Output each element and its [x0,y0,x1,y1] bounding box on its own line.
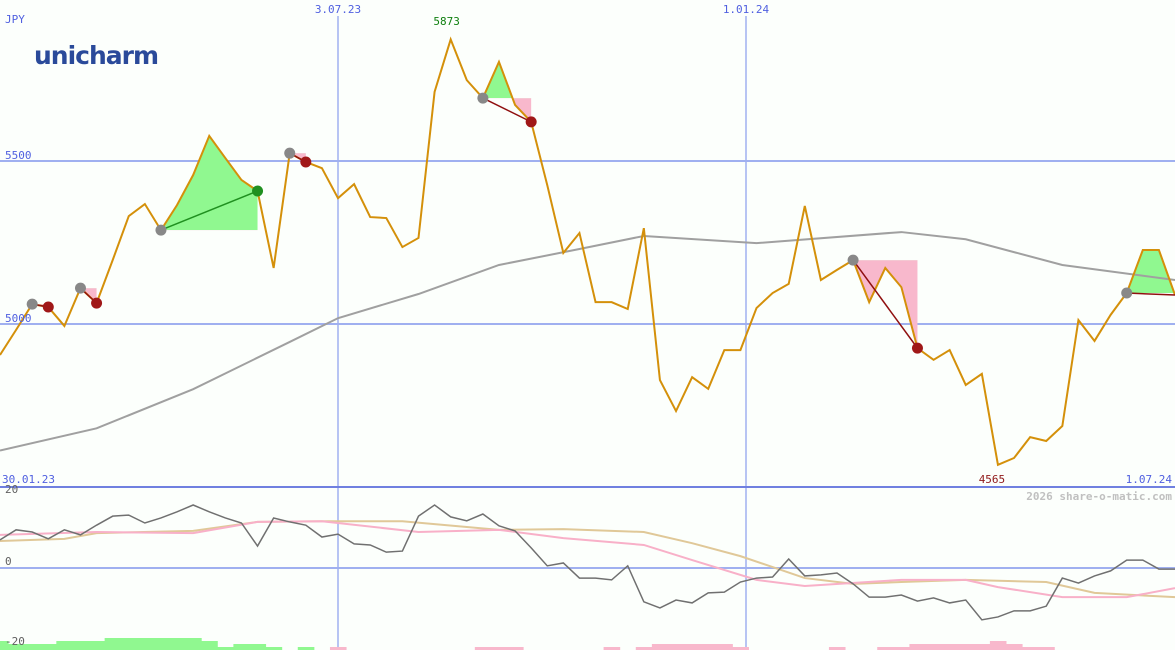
histogram-bar [828,647,846,650]
trade-entry-marker [477,92,489,104]
trade-markers [26,92,1175,354]
histogram-bar [732,647,749,650]
histogram-bar [925,644,943,650]
y-tick-label: 5500 [5,149,32,162]
histogram-bar [909,644,927,650]
high-label: 5873 [433,15,460,28]
trade-entry-marker [847,254,859,266]
histogram-bar [217,647,234,650]
indicator-tick-label: 0 [5,555,12,568]
histogram-bar [667,644,685,650]
trade-line [482,97,532,123]
histogram-bar [973,644,991,650]
histogram-bar [72,641,90,650]
trade-line [852,259,919,349]
histogram-bar [136,638,154,650]
histogram-bar [233,644,250,650]
x-end-label: 1.07.24 [1126,473,1173,486]
trade-entry-marker [1121,287,1133,299]
histogram-bar [88,641,106,650]
histogram-bar [700,644,717,650]
histogram-bar [877,647,894,650]
signal-line-pink [0,520,1175,599]
histogram-bar [635,647,653,650]
histogram-bar [24,644,41,650]
histogram-bar [941,644,959,650]
trade-entry-marker [26,298,38,310]
histogram-bar [474,647,492,650]
grid-lines [0,16,1175,650]
trade-gain-area [160,135,258,231]
histogram-bar [152,638,170,650]
histogram-bar [651,644,669,650]
trade-exit-marker [300,156,312,168]
histogram-bar [716,644,733,650]
series-lines [0,36,1175,467]
y-tick-label: 5000 [5,312,32,325]
indicator-tick-label: -20 [5,635,25,648]
trade-fills [32,61,1175,349]
trade-entry-marker [155,224,167,236]
histogram-bar [957,644,975,650]
x-tick-label: 3.07.23 [315,3,361,16]
currency-label: JPY [5,13,25,26]
company-logo: unicharm [34,41,158,70]
trade-entry-marker [74,282,86,294]
moving-average-line [0,231,1175,452]
histogram-bar [8,644,25,650]
indicator-panel [0,504,1175,650]
histogram-bar [265,647,283,650]
histogram-bar [1038,647,1055,650]
trade-exit-marker [911,342,923,354]
histogram-bar [490,647,508,650]
histogram-bar [120,638,138,650]
histogram-bar [893,647,910,650]
histogram-bar [249,644,267,650]
trade-gain-area [482,61,532,99]
histogram-bar [507,647,524,650]
trade-line [1126,292,1175,296]
x-start-label: 30.01.23 [2,473,55,486]
trade-entry-marker [284,147,296,159]
x-tick-label: 1.01.24 [723,3,770,16]
trade-exit-marker [42,301,54,313]
trade-exit-marker [252,185,264,197]
trade-loss-area [482,98,532,122]
histogram-bar [329,647,347,650]
histogram-bar [104,638,122,650]
price-line [0,36,1175,467]
histogram-bar [1022,647,1039,650]
low-label: 4565 [979,473,1006,486]
oscillator-line [0,504,1175,621]
histogram-bar [989,641,1007,650]
histogram-bar [56,641,73,650]
histogram-bar [40,644,57,650]
histogram-bar [603,647,621,650]
histogram-bar [201,641,218,650]
trade-exit-marker [91,297,103,309]
histogram-bar [684,644,701,650]
trade-line [160,190,258,231]
histogram-bar [0,641,9,650]
indicator-tick-label: 20 [5,483,18,496]
histogram-bar [185,638,202,650]
watermark: 2026 share-o-matic.com [1026,490,1172,503]
trade-gain-area [1126,249,1175,294]
histogram-bar [169,638,186,650]
trade-exit-marker [525,116,537,128]
histogram-bar [1005,644,1023,650]
histogram-bar [297,647,315,650]
